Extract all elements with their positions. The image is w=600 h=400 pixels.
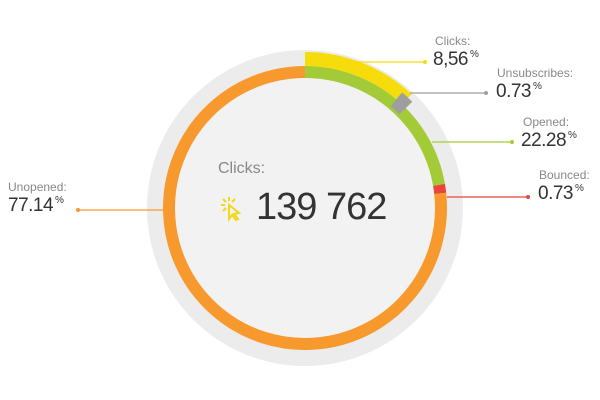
- label-bounced: Bounced:: [539, 168, 590, 182]
- leader-unsubscribes-dot: [484, 91, 488, 95]
- label-opened: Opened:: [523, 115, 570, 129]
- arc-clicks: [304, 52, 412, 105]
- leader-unopened-dot: [76, 208, 80, 212]
- value-clicks: 8,56%: [433, 49, 479, 70]
- arc-unopened: [163, 66, 447, 350]
- label-unopened: Unopened:: [8, 180, 67, 194]
- center-title: Clicks:: [218, 160, 266, 177]
- leader-bounced-dot: [526, 195, 530, 199]
- inner-disk: [175, 78, 435, 338]
- label-unsubscribes: Unsubscribes:: [497, 66, 574, 80]
- value-opened: 22.28%: [521, 130, 577, 151]
- leader-opened-dot: [510, 140, 514, 144]
- label-clicks: Clicks:: [435, 34, 471, 48]
- leader-clicks-dot: [423, 60, 427, 64]
- value-unopened: 77.14%: [8, 195, 64, 216]
- arc-unsubscribes: [390, 92, 413, 115]
- center-value: 139 762: [256, 186, 387, 228]
- click-cursor-icon: [221, 197, 242, 222]
- arc-bounced: [433, 183, 447, 195]
- value-bounced: 0.73%: [538, 183, 584, 204]
- value-unsubscribes: 0.73%: [496, 81, 542, 102]
